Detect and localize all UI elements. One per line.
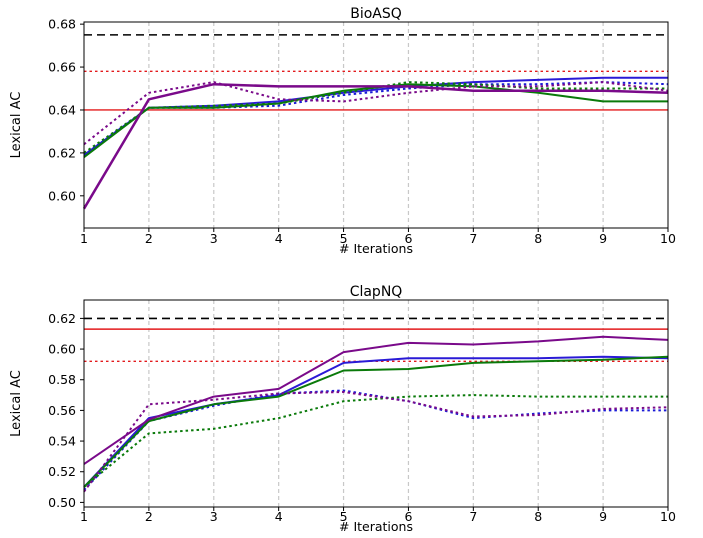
y-tick-label: 0.56 — [48, 403, 76, 418]
y-tick-label: 0.60 — [48, 342, 76, 357]
x-tick-label: 9 — [599, 231, 607, 246]
x-tick-label: 5 — [340, 231, 348, 246]
series-line — [83, 355, 669, 488]
y-tick-label: 0.54 — [48, 434, 76, 449]
x-tick-label: 3 — [210, 231, 218, 246]
series-line — [83, 389, 668, 491]
y-tick-label: 0.62 — [48, 311, 76, 326]
series-line — [83, 355, 669, 488]
y-tick-label: 0.62 — [48, 145, 76, 160]
x-tick-label: 8 — [534, 231, 542, 246]
series-line — [83, 335, 669, 465]
x-tick-label: 6 — [404, 509, 412, 524]
y-tick-label: 0.58 — [48, 372, 76, 387]
x-tick-label: 4 — [275, 509, 283, 524]
x-tick-label: 10 — [660, 509, 676, 524]
chart-title: ClapNQ — [350, 284, 403, 300]
plot-frame — [83, 299, 669, 508]
x-tick-label: 6 — [404, 231, 412, 246]
plot-frame — [83, 21, 669, 229]
x-tick-label: 1 — [80, 231, 88, 246]
series-line — [83, 81, 669, 146]
series-line — [82, 82, 669, 210]
x-axis-label: # Iterations — [339, 519, 413, 534]
x-tick-label: 10 — [660, 231, 676, 246]
x-tick-label: 2 — [145, 231, 153, 246]
x-tick-label: 7 — [469, 509, 477, 524]
chart-title: BioASQ — [350, 6, 402, 22]
x-tick-label: 4 — [275, 231, 283, 246]
x-tick-label: 8 — [534, 509, 542, 524]
x-axis-label: # Iterations — [339, 241, 413, 256]
x-tick-label: 7 — [469, 231, 477, 246]
y-tick-label: 0.50 — [48, 495, 76, 510]
x-tick-label: 3 — [210, 509, 218, 524]
y-axis-label: Lexical AC — [9, 92, 24, 159]
clapnq-panel: 0.50 0.52 0.54 0.56 0.58 0.60 0.62 1 2 3 4 5 6 7 8 9 10 C… — [9, 284, 676, 534]
x-tick-label: 5 — [340, 509, 348, 524]
x-tick-label: 2 — [145, 509, 153, 524]
y-tick-label: 0.60 — [48, 188, 76, 203]
series-line — [83, 81, 669, 156]
series-line — [83, 81, 668, 154]
y-axis-label: Lexical AC — [9, 370, 24, 437]
series-line — [83, 394, 668, 488]
y-tick-label: 0.68 — [48, 17, 76, 32]
bioasq-panel: 0.60 0.62 0.64 0.66 0.68 1 2 3 4 5 6 7 8 9 10 BioASQ # I… — [9, 6, 676, 256]
x-tick-label: 1 — [80, 509, 88, 524]
y-tick-label: 0.52 — [48, 464, 76, 479]
y-tick-label: 0.64 — [48, 102, 76, 117]
x-tick-label: 9 — [599, 509, 607, 524]
y-tick-label: 0.66 — [48, 60, 76, 75]
series-line — [83, 391, 669, 493]
